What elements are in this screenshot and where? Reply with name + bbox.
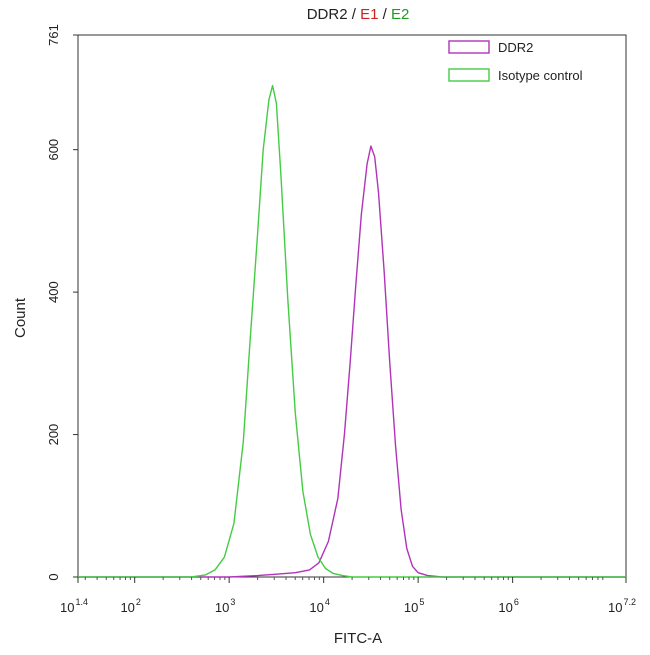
- chart-title: DDR2 / E1 / E2: [307, 6, 410, 23]
- legend-label: DDR2: [498, 40, 533, 55]
- y-axis-title: Count: [12, 297, 29, 338]
- y-tick-label: 600: [46, 139, 61, 161]
- legend-swatch: [448, 68, 490, 82]
- series-line-ddr2: [78, 145, 626, 578]
- x-tick-label: 106: [498, 597, 518, 615]
- x-axis: 101.4 102 103 104 105 106 107.2: [60, 577, 636, 615]
- x-axis-title: FITC-A: [334, 630, 382, 647]
- x-tick-label: 105: [404, 597, 424, 615]
- x-tick-label: 102: [120, 597, 140, 615]
- x-tick-label: 103: [215, 597, 235, 615]
- y-tick-label: 200: [46, 424, 61, 446]
- title-part-0: DDR2: [307, 6, 348, 23]
- plot-area: [77, 34, 627, 578]
- title-part-1: /: [348, 6, 361, 23]
- y-tick-label: 761: [46, 24, 61, 46]
- legend: DDR2 Isotype control: [448, 40, 583, 83]
- title-part-4: E2: [391, 6, 409, 23]
- x-tick-label: 104: [309, 597, 329, 615]
- y-axis: 0 200 400 600 761: [46, 24, 78, 581]
- y-tick-label: 400: [46, 281, 61, 303]
- plot-border: [77, 34, 627, 578]
- series-layer: [78, 84, 626, 578]
- title-part-3: /: [378, 6, 391, 23]
- x-tick-label: 101.4: [60, 597, 88, 615]
- legend-swatch: [448, 40, 490, 54]
- y-tick-label: 0: [46, 573, 61, 580]
- title-part-2: E1: [360, 6, 378, 23]
- legend-label: Isotype control: [498, 68, 583, 83]
- series-line-isotype-control: [78, 84, 626, 578]
- x-tick-label: 107.2: [608, 597, 636, 615]
